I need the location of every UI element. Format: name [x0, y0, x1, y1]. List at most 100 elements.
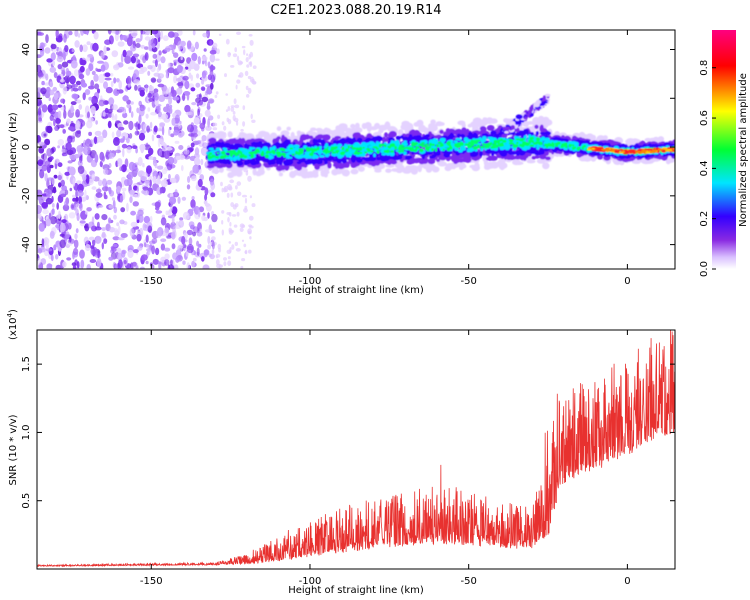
noise-blob [242, 105, 246, 110]
noise-blob [102, 129, 108, 139]
signal-blob [258, 130, 268, 136]
noise-blob [114, 113, 118, 121]
noise-blob [84, 210, 88, 215]
noise-blob [147, 65, 153, 70]
noise-blob [64, 200, 69, 207]
signal-blob [314, 164, 321, 170]
noise-blob [192, 226, 199, 234]
noise-blob [221, 187, 224, 193]
signal-blob [491, 152, 495, 156]
noise-blob [165, 146, 173, 151]
signal-blob [336, 139, 344, 144]
noise-blob [201, 79, 205, 85]
noise-blob [129, 228, 135, 237]
noise-blob [37, 159, 44, 167]
signal-blob [364, 158, 369, 162]
noise-blob [137, 156, 143, 167]
noise-blob [192, 257, 197, 262]
noise-blob [44, 173, 48, 182]
noise-blob [74, 40, 80, 48]
noise-blob [159, 138, 164, 144]
noise-blob [179, 120, 182, 125]
noise-blob [250, 113, 253, 120]
noise-blob [49, 164, 54, 169]
noise-blob [217, 114, 221, 120]
signal-blob [331, 168, 339, 176]
noise-blob [61, 148, 66, 153]
noise-blob [193, 117, 200, 125]
noise-blob [129, 133, 133, 139]
noise-blob [53, 174, 58, 179]
noise-blob [38, 222, 45, 232]
noise-blob [127, 244, 134, 252]
noise-blob [228, 186, 233, 191]
noise-blob [150, 111, 158, 116]
noise-blob [75, 228, 79, 234]
noise-blob [122, 49, 127, 58]
noise-blob [165, 73, 169, 79]
signal-blob [469, 151, 474, 157]
noise-blob [148, 147, 154, 156]
noise-blob [147, 225, 153, 234]
noise-blob [85, 138, 92, 148]
signal-blob [665, 158, 671, 165]
noise-blob [249, 225, 254, 229]
noise-blob [111, 131, 115, 139]
noise-blob [173, 52, 179, 58]
noise-blob [168, 128, 171, 136]
signal-blob [223, 142, 231, 148]
noise-blob [234, 203, 239, 208]
noise-blob [158, 94, 166, 102]
noise-blob [134, 130, 140, 136]
noise-blob [181, 235, 186, 245]
noise-blob [91, 95, 98, 105]
noise-blob [119, 195, 123, 203]
signal-blob [261, 143, 269, 148]
noise-blob [132, 193, 139, 198]
noise-blob [127, 249, 134, 259]
noise-blob [145, 83, 148, 93]
noise-blob [132, 201, 139, 207]
noise-blob [137, 59, 141, 65]
noise-blob [72, 83, 78, 88]
noise-blob [225, 38, 230, 45]
noise-blob [70, 101, 77, 106]
noise-blob [241, 258, 246, 262]
noise-blob [137, 209, 144, 217]
signal-blob [383, 138, 389, 142]
noise-blob [149, 121, 153, 129]
noise-blob [212, 122, 218, 127]
noise-blob [138, 114, 142, 124]
noise-blob [118, 259, 123, 269]
noise-blob [129, 189, 136, 195]
noise-blob [234, 104, 240, 109]
noise-blob [184, 66, 189, 70]
signal-blob [323, 128, 331, 133]
noise-blob [79, 57, 83, 66]
noise-blob [83, 145, 90, 156]
signal-blob [211, 169, 220, 174]
noise-blob [184, 80, 190, 90]
signal-blob [539, 148, 544, 154]
noise-blob [103, 238, 108, 244]
noise-blob [136, 107, 140, 114]
noise-blob [180, 56, 183, 61]
signal-blob [519, 130, 525, 134]
noise-blob [142, 223, 147, 231]
noise-blob [221, 229, 224, 236]
noise-blob [67, 160, 73, 164]
noise-blob [52, 60, 56, 66]
noise-blob [68, 166, 76, 176]
signal-blob [534, 124, 539, 129]
noise-blob [171, 216, 175, 225]
noise-blob [56, 214, 59, 219]
noise-blob [215, 91, 219, 95]
noise-blob [46, 178, 50, 188]
noise-blob [104, 77, 112, 81]
noise-blob [237, 191, 242, 197]
signal-blob [515, 150, 523, 155]
noise-blob [99, 160, 103, 168]
signal-blob [321, 141, 326, 146]
noise-blob [156, 165, 164, 170]
noise-blob [62, 98, 65, 105]
